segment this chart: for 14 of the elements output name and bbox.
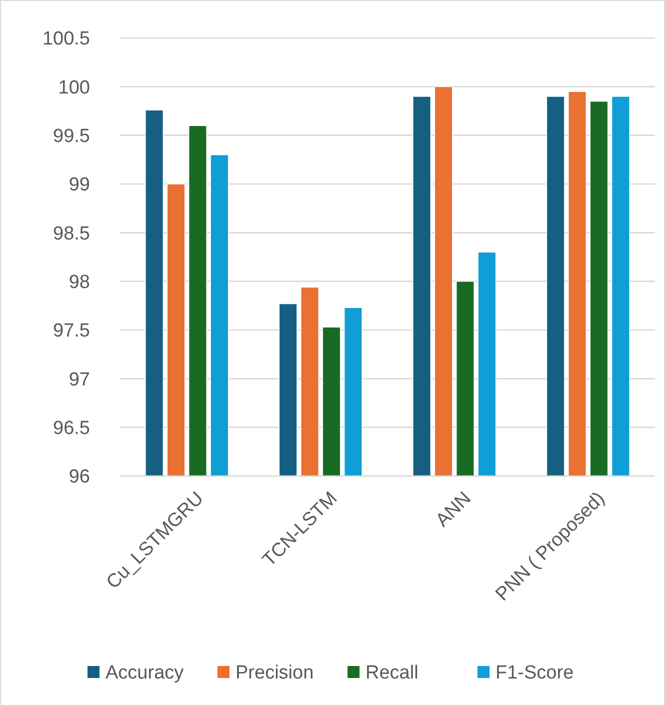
y-tick-label: 98.5 (53, 223, 90, 244)
y-tick-label: 99 (68, 174, 90, 196)
legend-label: Recall (366, 662, 418, 684)
y-tick-label: 99.5 (53, 126, 90, 147)
y-tick-label: 96 (68, 466, 90, 488)
legend-label: Precision (236, 662, 314, 684)
y-tick-label: 100.5 (42, 28, 90, 50)
y-tick-label: 96.5 (53, 418, 90, 439)
legend-label: F1-Score (496, 662, 574, 684)
legend-label: Accuracy (106, 662, 184, 684)
y-tick-label: 100 (58, 77, 90, 98)
y-tick-label: 98 (68, 272, 90, 293)
y-tick-label: 97 (68, 369, 90, 390)
y-tick-label: 97.5 (53, 320, 90, 342)
